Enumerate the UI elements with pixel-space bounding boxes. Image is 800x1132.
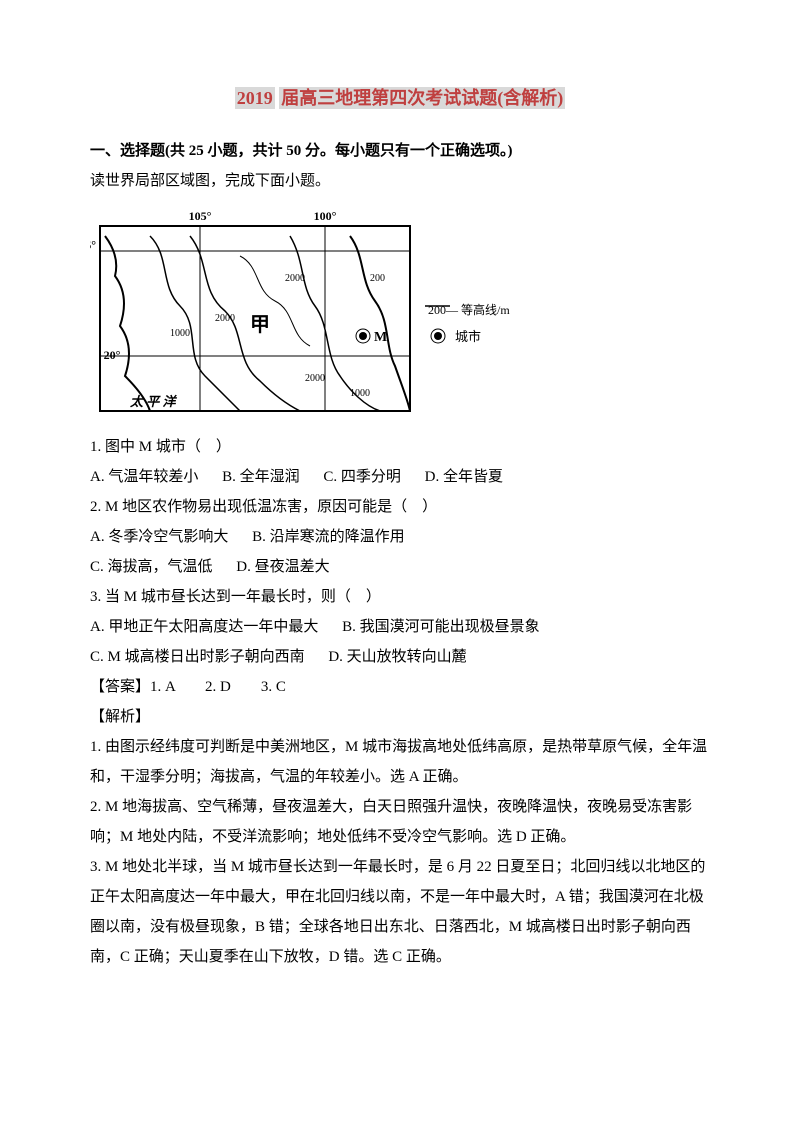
q1-opt-a: A. 气温年较差小 xyxy=(90,462,198,492)
q3-stem: 3. 当 M 城市昼长达到一年最长时，则（ ） xyxy=(90,582,710,612)
city-marker-icon xyxy=(359,332,367,340)
q1-opt-d: D. 全年皆夏 xyxy=(425,462,503,492)
lat-label-25: 25° xyxy=(90,238,96,252)
contour-val-1000a: 1000 xyxy=(170,328,190,339)
q2-stem: 2. M 地区农作物易出现低温冻害，原因可能是（ ） xyxy=(90,492,710,522)
lon-label-105: 105° xyxy=(189,209,212,223)
q3-opt-c: C. M 城高楼日出时影子朝向西南 xyxy=(90,642,305,672)
contour-val-2000b: 2000 xyxy=(285,273,305,284)
legend-contour-text: 200— 等高线/m xyxy=(428,302,510,317)
center-label: 甲 xyxy=(250,314,270,336)
ocean-label: 太 平 洋 xyxy=(129,394,178,409)
legend-city-icon xyxy=(434,332,442,340)
q2-options-row1: A. 冬季冷空气影响大 B. 沿岸寒流的降温作用 xyxy=(90,522,710,552)
city-marker-label: M xyxy=(374,330,387,345)
analysis-p3: 3. M 地处北半球，当 M 城市昼长达到一年最长时，是 6 月 22 日夏至日… xyxy=(90,852,710,972)
q3-options-row2: C. M 城高楼日出时影子朝向西南 D. 天山放牧转向山麓 xyxy=(90,642,710,672)
legend-city-text: 城市 xyxy=(455,329,481,344)
title-highlight-text: 届高三地理第四次考试试题(含解析) xyxy=(279,87,565,109)
q3-opt-b: B. 我国漠河可能出现极昼景象 xyxy=(342,612,540,642)
q3-options-row1: A. 甲地正午太阳高度达一年中最大 B. 我国漠河可能出现极昼景象 xyxy=(90,612,710,642)
section-heading: 一、选择题(共 25 小题，共计 50 分。每小题只有一个正确选项。) xyxy=(90,136,710,166)
page-title: 2019 届高三地理第四次考试试题(含解析) xyxy=(90,80,710,116)
title-highlight-year: 2019 xyxy=(235,87,275,109)
lon-label-100: 100° xyxy=(314,209,337,223)
section-intro: 读世界局部区域图，完成下面小题。 xyxy=(90,166,710,196)
contour-val-2000a: 2000 xyxy=(215,313,235,324)
contour-val-200: 200 xyxy=(370,273,385,284)
analysis-p2: 2. M 地海拔高、空气稀薄，昼夜温差大，白天日照强升温快，夜晚降温快，夜晚易受… xyxy=(90,792,710,852)
q2-opt-d: D. 昼夜温差大 xyxy=(236,552,329,582)
analysis-label: 【解析】 xyxy=(90,702,710,732)
q3-opt-a: A. 甲地正午太阳高度达一年中最大 xyxy=(90,612,318,642)
contour-val-2000c: 2000 xyxy=(305,373,325,384)
contour-val-1000b: 1000 xyxy=(350,388,370,399)
q1-options: A. 气温年较差小 B. 全年湿润 C. 四季分明 D. 全年皆夏 xyxy=(90,462,710,492)
q2-opt-b: B. 沿岸寒流的降温作用 xyxy=(252,522,405,552)
q1-opt-c: C. 四季分明 xyxy=(323,462,401,492)
q2-options-row2: C. 海拔高，气温低 D. 昼夜温差大 xyxy=(90,552,710,582)
q1-opt-b: B. 全年湿润 xyxy=(222,462,300,492)
map-figure: 105° 100° 25° 20° 1000 2000 2000 2000 20… xyxy=(90,206,710,426)
q1-stem: 1. 图中 M 城市（ ） xyxy=(90,432,710,462)
analysis-p1: 1. 由图示经纬度可判断是中美洲地区，M 城市海拔高地处低纬高原，是热带草原气候… xyxy=(90,732,710,792)
q3-opt-d: D. 天山放牧转向山麓 xyxy=(328,642,466,672)
q2-opt-c: C. 海拔高，气温低 xyxy=(90,552,213,582)
lat-label-20: 20° xyxy=(104,348,121,362)
answers-line: 【答案】1. A 2. D 3. C xyxy=(90,672,710,702)
q2-opt-a: A. 冬季冷空气影响大 xyxy=(90,522,228,552)
